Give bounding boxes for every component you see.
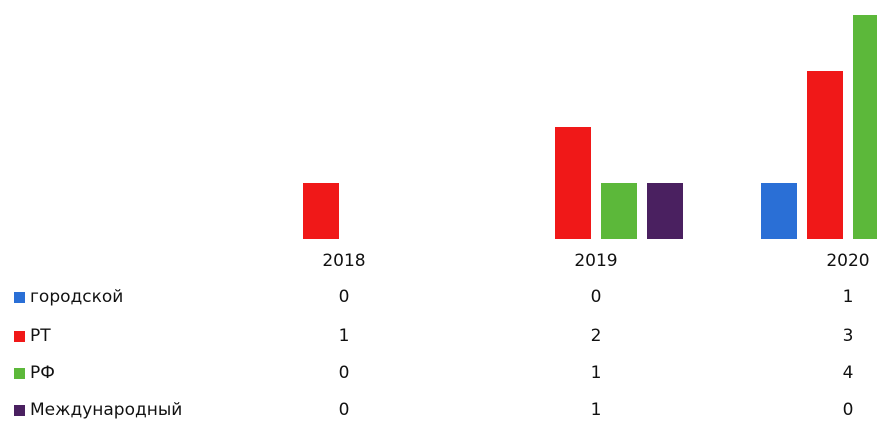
table-value: 1: [843, 287, 854, 307]
table-value: 2: [591, 326, 602, 346]
table-value: 3: [843, 326, 854, 346]
category-label: 2018: [322, 251, 365, 271]
table-value: 0: [339, 400, 350, 420]
legend-label: городской: [30, 287, 123, 307]
table-value: 0: [339, 287, 350, 307]
bar: [647, 183, 683, 239]
legend-label: Международный: [30, 400, 182, 420]
table-value: 1: [591, 363, 602, 383]
bar: [555, 127, 591, 239]
legend-swatch: [14, 331, 25, 342]
table-value: 1: [339, 326, 350, 346]
table-value: 0: [591, 287, 602, 307]
bar: [761, 183, 797, 239]
table-value: 0: [843, 400, 854, 420]
legend-swatch: [14, 368, 25, 379]
legend-label: РФ: [30, 363, 55, 383]
bar: [807, 71, 843, 239]
bar: [853, 15, 877, 239]
table-value: 0: [339, 363, 350, 383]
category-label: 2019: [574, 251, 617, 271]
legend-swatch: [14, 292, 25, 303]
table-value: 4: [843, 363, 854, 383]
legend-label: РТ: [30, 326, 51, 346]
category-label: 2020: [826, 251, 869, 271]
legend-swatch: [14, 405, 25, 416]
table-value: 1: [591, 400, 602, 420]
bar: [601, 183, 637, 239]
bar: [303, 183, 339, 239]
